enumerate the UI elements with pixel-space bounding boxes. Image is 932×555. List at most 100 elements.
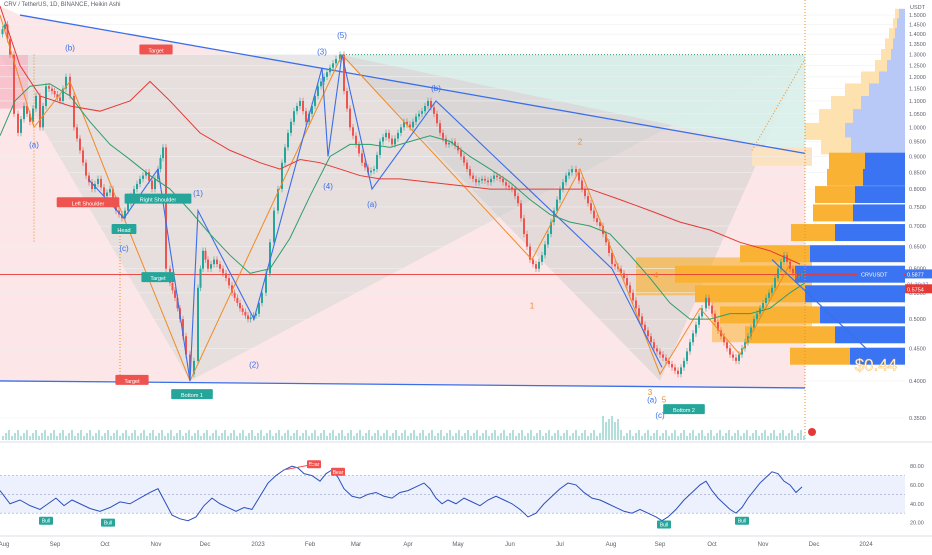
volume-bar	[551, 436, 553, 440]
candle	[729, 345, 731, 358]
candle-body	[159, 158, 162, 170]
candle-body	[683, 360, 685, 368]
rsi-line	[0, 465, 803, 522]
candle	[487, 177, 489, 186]
volume-bar	[797, 433, 799, 440]
candle-body	[56, 94, 59, 98]
y-tick-label: 0.8500	[909, 170, 926, 176]
candle-body	[720, 330, 722, 337]
candle-body	[269, 242, 271, 274]
candle-body	[261, 292, 263, 304]
volume-bar	[281, 436, 283, 440]
trendline-upper	[19, 14, 806, 155]
y-tick-label: 0.9500	[909, 139, 926, 145]
candle-body	[590, 203, 592, 211]
volume-bar	[647, 430, 649, 440]
rsi-signal-tag	[657, 520, 671, 529]
volume-bar	[200, 436, 202, 440]
volume-bar	[560, 436, 562, 440]
candle	[511, 184, 513, 193]
volume-bar	[14, 433, 16, 440]
volume-bar	[602, 416, 604, 440]
volume-profile-bar-orange	[695, 285, 805, 303]
volume-bar	[479, 436, 481, 440]
elliott-wave-line	[87, 54, 663, 381]
candle-body	[247, 315, 249, 320]
volume-bar	[266, 433, 268, 440]
volume-profile-bar-blue	[845, 122, 905, 140]
candle-body	[148, 172, 150, 181]
candle-body	[632, 292, 634, 301]
volume-bar	[113, 433, 115, 440]
pattern-tag-bg	[115, 374, 149, 385]
volume-bar	[467, 430, 469, 440]
candle-body	[26, 106, 28, 114]
candle-body	[23, 106, 25, 120]
candle-body	[364, 162, 366, 168]
candle	[623, 270, 625, 282]
volume-bar	[533, 436, 535, 440]
candle-body	[35, 95, 37, 109]
x-tick-label: Mar	[351, 542, 361, 548]
candle-body	[151, 180, 153, 190]
candle	[647, 327, 649, 340]
pattern-tag-label: Head	[117, 228, 130, 234]
volume-bar	[764, 430, 766, 440]
candle-body	[20, 119, 22, 133]
volume-bar	[680, 433, 682, 440]
volume-bar	[143, 430, 145, 440]
candle-body	[578, 172, 580, 181]
volume-profile-bar-orange	[881, 48, 891, 66]
volume-bar	[428, 433, 430, 440]
candle-body	[287, 132, 289, 148]
candle-body	[538, 261, 540, 269]
volume-bar	[314, 430, 316, 440]
volume-profile-bar-blue	[851, 137, 905, 155]
candle-body	[204, 250, 207, 260]
candle	[65, 73, 67, 92]
volume-profile-bar-blue	[835, 224, 905, 242]
candle-body	[142, 175, 144, 179]
candle-body	[629, 285, 631, 293]
candle-body	[427, 100, 429, 107]
volume-bar	[581, 433, 583, 440]
candle	[708, 294, 710, 309]
candle-body	[296, 106, 298, 112]
candle	[385, 129, 387, 141]
candle	[339, 51, 341, 63]
volume-bar	[596, 436, 598, 440]
candle-body	[403, 121, 405, 128]
candle-body	[418, 113, 420, 117]
ma-red-line	[0, 5, 801, 265]
candle	[424, 102, 426, 115]
volume-bar	[512, 430, 514, 440]
volume-bar	[419, 433, 421, 440]
candle-body	[442, 132, 444, 139]
candle-body	[412, 121, 414, 128]
volume-bar	[476, 430, 478, 440]
candle	[236, 294, 239, 307]
volume-bar	[437, 433, 439, 440]
candle	[199, 265, 202, 292]
candle-body	[433, 107, 435, 114]
candle-body	[565, 175, 567, 183]
candle	[403, 118, 405, 131]
candle-body	[222, 268, 224, 274]
x-tick-label: Sep	[50, 542, 61, 548]
volume-bar	[665, 430, 667, 440]
candle	[165, 144, 167, 273]
candle	[765, 294, 767, 307]
candle-body	[112, 189, 114, 200]
candle-body	[100, 178, 102, 188]
candle-body	[85, 162, 87, 176]
volume-bar	[77, 433, 79, 440]
candle-body	[490, 178, 492, 183]
volume-bar	[146, 436, 148, 440]
candle	[695, 321, 697, 337]
candle-body	[339, 54, 341, 59]
volume-bar	[566, 430, 568, 440]
candle	[490, 175, 492, 186]
candle	[193, 357, 195, 378]
volume-bar	[446, 433, 448, 440]
